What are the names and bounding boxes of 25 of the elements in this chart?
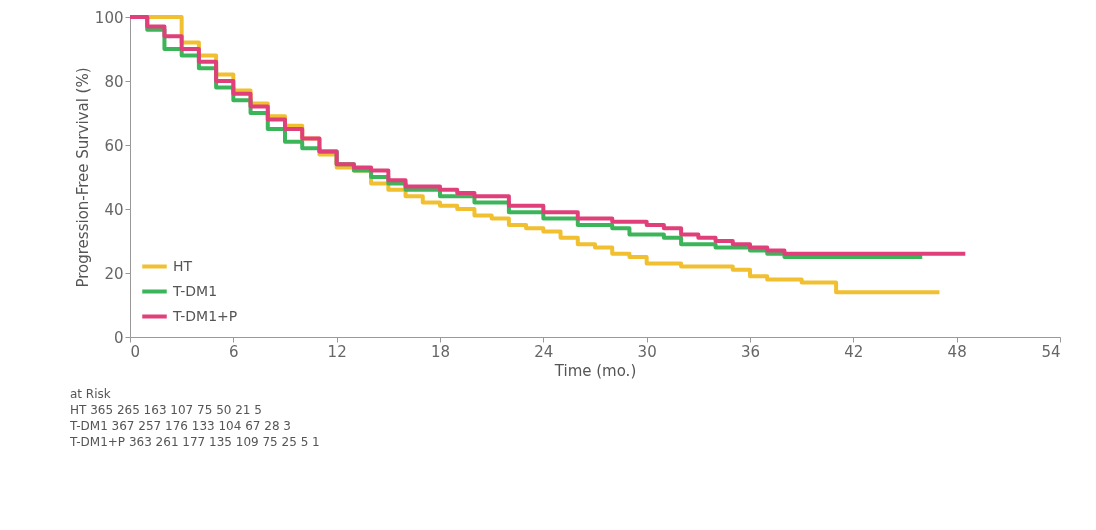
y-tick-label: 0 — [113, 328, 124, 347]
y-axis-title: Progression-Free Survival (%) — [73, 67, 92, 288]
x-axis-title: Time (mo.) — [553, 361, 637, 380]
x-tick-label: 0 — [130, 342, 141, 361]
x-tick-label: 54 — [1041, 342, 1061, 361]
y-tick-label: 20 — [104, 264, 124, 283]
text: T-DM1 367 257 176 133 104 67 28 3 — [69, 419, 291, 433]
x-tick-label: 30 — [637, 342, 657, 361]
x-tick-label: 24 — [534, 342, 554, 361]
x-tick-label: 6 — [229, 342, 239, 361]
x-tick-label: 42 — [844, 342, 864, 361]
y-tick-label: 100 — [94, 8, 124, 27]
x-tick-label: 12 — [327, 342, 347, 361]
y-tick-label: 60 — [104, 136, 124, 155]
legend-label: T-DM1 — [172, 282, 218, 299]
x-tick-label: 18 — [430, 342, 451, 361]
y-tick-label: 40 — [104, 200, 124, 219]
text: at Risk — [70, 387, 111, 401]
text: HT 365 265 163 107 75 50 21 5 — [70, 403, 262, 417]
x-tick-label: 48 — [947, 342, 967, 361]
y-tick-label: 80 — [104, 72, 124, 91]
legend-label: HT — [173, 257, 193, 274]
x-tick-label: 36 — [740, 342, 761, 361]
legend-label: T-DM1+P — [172, 307, 238, 324]
text: T-DM1+P 363 261 177 135 109 75 25 5 1 — [69, 435, 320, 449]
